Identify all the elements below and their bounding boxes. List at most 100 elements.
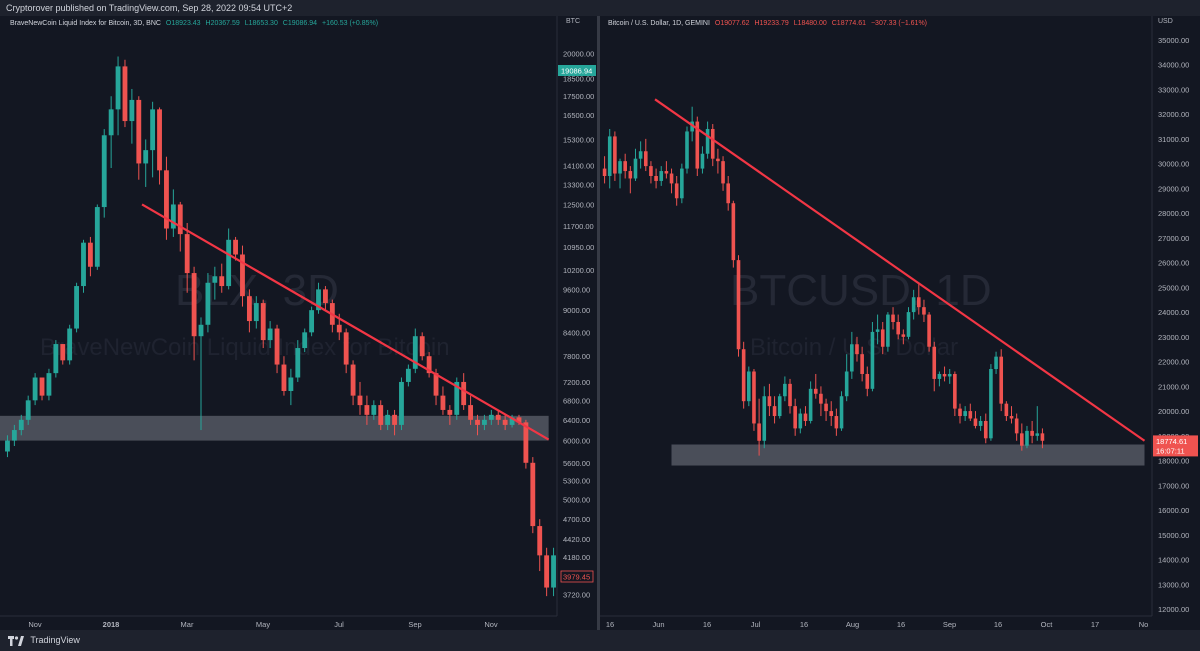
candle-body xyxy=(39,377,45,396)
y-tick-label: 30000.00 xyxy=(1158,160,1189,169)
right-chart-svg[interactable]: 35000.00 34000.00 33000.00 32000.00 31000.00… xyxy=(600,16,1200,630)
y-tick-label: 27000.00 xyxy=(1158,234,1189,243)
right-legend: Bitcoin / U.S. Dollar, 1D, GEMINI O19077… xyxy=(608,20,927,27)
candle-body xyxy=(260,303,266,341)
y-tick-label: 4700.00 xyxy=(563,515,590,524)
candle-body xyxy=(989,369,993,439)
candle-body xyxy=(726,183,731,204)
x-tick-label: No xyxy=(1139,620,1149,629)
y-tick-label: 17500.00 xyxy=(563,92,594,101)
x-tick-label: Aug xyxy=(846,620,859,629)
candle-body xyxy=(426,356,432,374)
candle-body xyxy=(752,371,756,424)
x-tick-label: Jun xyxy=(652,620,664,629)
candle-body xyxy=(18,419,24,431)
y-tick-label: 17000.00 xyxy=(1158,481,1189,490)
candle-body xyxy=(947,373,952,377)
candle-body xyxy=(523,422,529,463)
candle-body xyxy=(865,373,870,389)
y-tick-label: 16500.00 xyxy=(563,111,594,120)
y-tick-label: 10200.00 xyxy=(563,266,594,275)
candle-body xyxy=(927,314,931,347)
candle-body xyxy=(973,418,978,426)
candle-body xyxy=(839,396,844,429)
y-tick-label: 7200.00 xyxy=(563,378,590,387)
candle-body xyxy=(922,307,926,315)
support-zone xyxy=(0,415,549,441)
candle-body xyxy=(419,336,425,357)
left-low-tag xyxy=(560,570,594,583)
candle-body xyxy=(824,403,828,412)
candle-body xyxy=(896,322,900,335)
y-tick-label: 15300.00 xyxy=(563,135,594,144)
footer-brand: TradingView xyxy=(30,635,80,645)
candle-body xyxy=(309,310,315,333)
candle-body xyxy=(323,289,328,304)
candle-body xyxy=(530,462,536,527)
y-tick-label: 34000.00 xyxy=(1158,61,1189,70)
right-chart-panel[interactable]: BTCUSD, 1D Bitcoin / U.S. Dollar 35000.0… xyxy=(600,16,1200,630)
candle-body xyxy=(788,383,792,407)
y-tick-label: 18000.00 xyxy=(1158,457,1189,466)
right-change: −307.33 (−1.61%) xyxy=(870,20,928,27)
right-countdown-text: 16:07:11 xyxy=(1156,446,1185,455)
candle-body xyxy=(983,420,988,439)
candle-body xyxy=(798,413,803,429)
candle-body xyxy=(87,242,93,267)
candle-body xyxy=(253,303,259,322)
left-change: +160.53 (+0.85%) xyxy=(322,20,379,27)
candle-body xyxy=(731,203,736,261)
y-tick-label: 31000.00 xyxy=(1158,135,1189,144)
candle-body xyxy=(793,406,797,429)
y-tick-label: 15000.00 xyxy=(1158,531,1189,540)
candle-body xyxy=(654,176,658,181)
candle-body xyxy=(767,396,772,407)
candle-body xyxy=(757,423,761,441)
left-close: C19086.94 xyxy=(282,20,318,27)
candle-body xyxy=(649,166,653,176)
candle-body xyxy=(143,150,149,164)
y-tick-label: 33000.00 xyxy=(1158,85,1189,94)
candle-body xyxy=(246,296,252,322)
candle-body xyxy=(891,314,895,322)
candle-body xyxy=(870,331,875,389)
y-tick-label: 7800.00 xyxy=(563,352,590,361)
x-tick-label: Jul xyxy=(334,620,344,629)
y-tick-label: 14000.00 xyxy=(1158,556,1189,565)
x-tick-label: 16 xyxy=(606,620,614,629)
x-tick-label: May xyxy=(256,620,270,629)
candle-body xyxy=(705,128,710,154)
y-tick-label: 21000.00 xyxy=(1158,382,1189,391)
candle-body xyxy=(1020,433,1024,446)
left-chart-svg[interactable]: 20000.00 18500.00 17500.00 16500.00 15300.00… xyxy=(0,16,597,630)
candle-body xyxy=(777,396,782,417)
candle-body xyxy=(968,411,973,419)
candle-body xyxy=(886,314,890,347)
y-tick-label: 9000.00 xyxy=(563,306,590,315)
left-open: O18923.43 xyxy=(165,20,201,27)
candle-body xyxy=(74,286,80,329)
trendline xyxy=(654,98,1146,442)
panel-divider[interactable] xyxy=(597,16,600,630)
left-chart-panel[interactable]: BLX, 3D BraveNewCoin Liquid Index for Bi… xyxy=(0,16,598,630)
candle-body xyxy=(932,346,937,379)
x-tick-label: 2018 xyxy=(103,620,120,629)
candle-body xyxy=(674,183,679,199)
candle-body xyxy=(129,99,135,122)
left-low-tag-text: 3979.45 xyxy=(563,573,590,582)
candle-body xyxy=(454,381,460,415)
candle-body xyxy=(101,135,107,208)
left-low: L18653.30 xyxy=(244,20,278,27)
right-symbol-label: Bitcoin / U.S. Dollar, 1D, GEMINI xyxy=(608,20,710,27)
candle-body xyxy=(659,171,664,181)
candle-body xyxy=(53,344,59,374)
candle-body xyxy=(721,161,725,184)
candle-body xyxy=(502,419,508,425)
candle-body xyxy=(350,364,356,396)
candle-body xyxy=(669,173,674,184)
candle-body xyxy=(643,151,648,167)
publisher-text: Cryptorover published on TradingView.com… xyxy=(6,3,293,13)
candle-body xyxy=(177,204,183,235)
candle-body xyxy=(440,395,446,410)
candle-body xyxy=(302,332,308,349)
